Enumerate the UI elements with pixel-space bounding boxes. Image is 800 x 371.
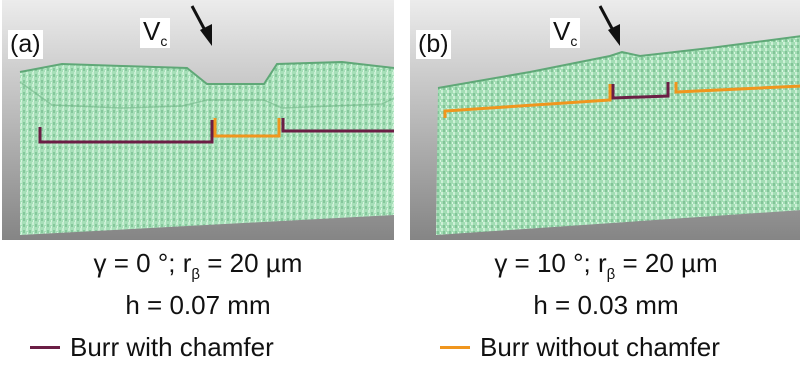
legend-without-chamfer: Burr without chamfer [440, 332, 720, 363]
caption-a: γ = 0 °; rβ = 20 µm h = 0.07 mm [2, 248, 394, 321]
caption-b: γ = 10 °; rβ = 20 µm h = 0.03 mm [410, 248, 800, 321]
caption-gamma: γ = 0 °; rβ = 20 µm [93, 248, 303, 283]
panel-label: (b) [416, 30, 451, 59]
surface-render-b [410, 0, 800, 240]
bracket-without-chamfer-right [674, 82, 800, 94]
bracket-with-chamfer-left [38, 120, 214, 144]
caption-gamma: γ = 10 °; rβ = 20 µm [494, 248, 718, 283]
bracket-without-chamfer [213, 118, 281, 138]
legend-swatch-with-chamfer [30, 346, 60, 349]
legend-label: Burr with chamfer [70, 332, 274, 362]
cutting-speed-label: Vc [550, 18, 581, 49]
panel-b: (b) Vc [410, 0, 800, 240]
caption-h: h = 0.03 mm [533, 290, 679, 320]
legend-swatch-without-chamfer [440, 346, 470, 349]
caption-h: h = 0.07 mm [125, 290, 271, 320]
bracket-without-chamfer-left [443, 84, 612, 118]
panel-a: (a) Vc [2, 0, 394, 240]
legend-label: Burr without chamfer [480, 332, 720, 362]
surface [436, 36, 800, 235]
panel-label: (a) [8, 30, 43, 59]
surface-render-a [2, 0, 394, 240]
bracket-with-chamfer-right [281, 118, 394, 133]
legend-with-chamfer: Burr with chamfer [30, 332, 274, 363]
surface [20, 62, 394, 235]
cutting-speed-label: Vc [140, 18, 171, 49]
bracket-with-chamfer [611, 82, 670, 100]
